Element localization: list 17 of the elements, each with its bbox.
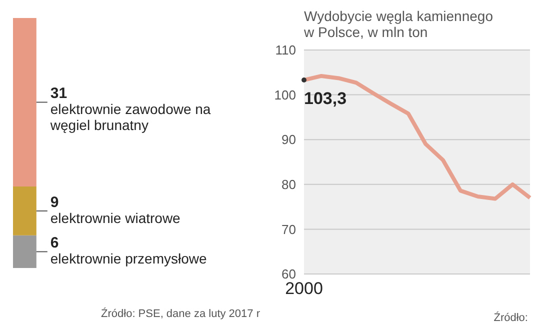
text: Źródło: PSE, dane za luty 2017 r [101,308,260,320]
series-label: elektrownie przemysłowe [50,250,208,267]
data-label: 31 [50,85,68,102]
y-tick-label: 80 [282,177,296,192]
data-label: 6 [50,234,59,252]
series-label: elektrownie zawodowe na węgiel brunatny [49,101,211,134]
y-tick-label: 60 [282,266,296,282]
y-tick-label: 100 [274,87,296,102]
y-tick-label: 70 [282,222,296,237]
chart-title: Wydobycie węgla kamiennego w Polsce, w mln ton [303,8,494,42]
series-label: elektrownie wiatrowe [50,210,181,226]
data-label: 103,3 [304,89,347,108]
data-label: 9 [50,194,59,211]
y-tick-label: 110 [275,42,296,58]
x-tick-label: 2000 [285,279,323,298]
y-tick-label: 90 [282,132,296,148]
text: Źródło: [494,312,528,324]
